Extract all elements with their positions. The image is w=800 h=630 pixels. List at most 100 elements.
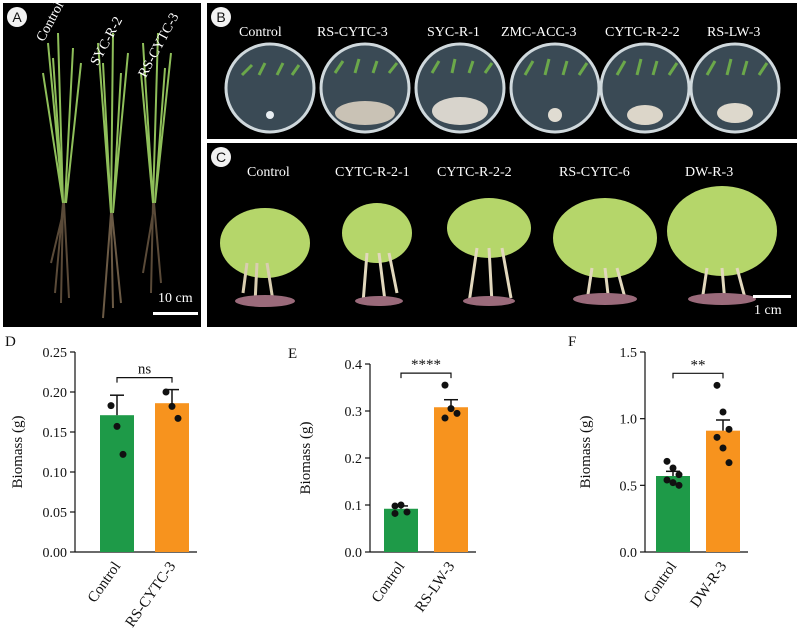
chart-f-y-tick-label: 1.0 — [620, 413, 638, 428]
chart-d-data-point — [119, 450, 127, 458]
chart-f-data-point — [675, 471, 683, 479]
petri-dish-cytc-r-2-2 — [599, 42, 691, 134]
panel-b-label-rs-cytc-3: RS-CYTC-3 — [317, 25, 388, 40]
panel-a-scale-label: 10 cm — [158, 291, 193, 306]
chart-d-data-point — [162, 388, 170, 396]
chart-f-data-point — [713, 381, 721, 389]
plant-rs-cytc-3 — [140, 32, 172, 204]
chart-e-letter: E — [288, 346, 297, 362]
panel-c-photo: C Control CYTC-R-2-1 CYTC-R-2-2 RS-CYTC-… — [207, 143, 797, 327]
panel-b-photo: B Control RS-CYTC-3 SYC-R-1 ZMC-ACC-3 CY… — [207, 3, 797, 139]
panel-b-label-syc-r-1: SYC-R-1 — [427, 25, 480, 40]
chart-f-data-point — [719, 444, 727, 452]
chart-f-y-tick-label: 0.0 — [620, 546, 638, 561]
roots-rs-cytc-3 — [142, 202, 162, 294]
chart-f-bar — [656, 476, 690, 552]
panel-a-letter: A — [7, 7, 27, 27]
petri-dish-zmc-acc-3 — [509, 42, 601, 134]
chart-f-x-tick-label: Control — [641, 559, 680, 606]
chart-e-y-axis-label: Biomass (g) — [298, 422, 314, 495]
chart-e-data-point — [441, 414, 449, 422]
seedling-rs-cytc-6 — [553, 198, 657, 305]
chart-e-data-point — [441, 381, 449, 389]
chart-f-data-point — [725, 459, 733, 467]
chart-e-significance-bracket — [400, 372, 452, 379]
chart-e-x-tick-label: Control — [369, 559, 408, 606]
chart-d-y-tick-label: 0.25 — [43, 346, 68, 361]
panel-b-letter: B — [211, 7, 231, 27]
chart-d-x-tick-label: Control — [85, 559, 124, 606]
panel-c-label-rs-cytc-6: RS-CYTC-6 — [559, 165, 630, 180]
chart-d-y-tick-label: 0.20 — [43, 386, 68, 401]
chart-f-data-point — [675, 481, 683, 489]
chart-e-bar — [434, 407, 468, 552]
panel-a-photo: A Control SYC-R-2 RS-CYTC-3 10 cm — [3, 3, 201, 327]
chart-d-y-tick-label: 0.00 — [43, 546, 68, 561]
panel-b-label-control: Control — [239, 25, 282, 40]
panel-b-label-rs-lw-3: RS-LW-3 — [707, 25, 761, 40]
roots-syc-r-2 — [102, 212, 122, 319]
chart-d-significance-label: ns — [138, 362, 152, 378]
chart-f-data-point — [669, 479, 677, 487]
panel-c-label-cytc-r-2-2: CYTC-R-2-2 — [437, 165, 512, 180]
chart-d-y-tick-label: 0.05 — [43, 506, 68, 521]
chart-d-bar — [100, 415, 134, 552]
chart-e-data-point — [397, 501, 405, 509]
roots-control — [50, 202, 70, 304]
petri-dish-syc-r-1 — [414, 42, 506, 134]
plant-syc-r-2 — [97, 32, 129, 214]
chart-e-bar — [384, 508, 418, 552]
chart-e-y-tick-label: 0.0 — [345, 546, 363, 561]
chart-f-y-tick-label: 0.5 — [620, 479, 638, 494]
panel-b-label-cytc-r-2-2: CYTC-R-2-2 — [605, 25, 680, 40]
panel-c-scale-label: 1 cm — [754, 303, 782, 318]
chart-f-data-point — [719, 408, 727, 416]
chart-e-significance-label: **** — [411, 357, 441, 373]
seedling-cytc-r-2-2 — [447, 198, 531, 306]
petri-dish-control — [224, 42, 316, 134]
chart-d-data-point — [107, 402, 115, 410]
panel-a-plants — [42, 32, 172, 319]
biomass-charts: D 0.00 0.05 0.10 0.15 0.20 0.25 Biomass (g) Cont… — [5, 334, 748, 630]
chart-f-y-axis-label: Biomass (g) — [578, 416, 594, 489]
chart-f-letter: F — [568, 334, 576, 350]
seedling-control — [220, 208, 310, 307]
panel-c-label-control: Control — [247, 165, 290, 180]
seedling-cytc-r-2-1 — [342, 203, 412, 306]
panel-c-label-cytc-r-2-1: CYTC-R-2-1 — [335, 165, 410, 180]
seedling-dw-r-3 — [667, 186, 777, 305]
chart-f-data-point — [663, 457, 671, 465]
petri-dish-rs-lw-3 — [689, 42, 781, 134]
chart-d-data-point — [113, 422, 121, 430]
chart-d-bar — [155, 403, 189, 552]
chart-e-y-tick-label: 0.2 — [345, 452, 363, 467]
panel-c-letter: C — [211, 147, 231, 167]
chart-e-data-point — [403, 508, 411, 516]
panel-c-label-dw-r-3: DW-R-3 — [685, 165, 734, 180]
chart-e-y-tick-label: 0.1 — [345, 499, 363, 514]
chart-d-x-tick-label: RS-CYTC-3 — [123, 559, 180, 630]
chart-d-y-axis-label: Biomass (g) — [10, 416, 26, 489]
plant-control — [42, 32, 82, 204]
chart-f-significance-label: ** — [691, 357, 706, 373]
petri-dish-rs-cytc-3 — [319, 42, 411, 134]
chart-e-data-point — [391, 502, 399, 510]
panel-b-dishes — [224, 42, 781, 134]
chart-e-data-point — [453, 409, 461, 417]
chart-f-data-point — [713, 433, 721, 441]
chart-d-significance-bracket — [116, 377, 173, 383]
chart-f-data-point — [669, 464, 677, 472]
panel-b-label-zmc-acc-3: ZMC-ACC-3 — [501, 25, 577, 40]
chart-f-y-tick-label: 1.5 — [620, 346, 638, 361]
chart-d-data-point — [174, 414, 182, 422]
chart-e-data-point — [447, 405, 455, 413]
panel-a-scale-bar — [153, 312, 198, 315]
panel-c-scale-bar — [753, 295, 791, 298]
chart-f-x-tick-label: DW-R-3 — [688, 559, 731, 611]
chart-d-letter: D — [5, 334, 16, 350]
chart-f-significance-bracket — [672, 372, 724, 379]
chart-e-y-tick-label: 0.3 — [345, 405, 363, 420]
chart-e-data-point — [391, 509, 399, 517]
chart-d-data-point — [168, 402, 176, 410]
chart-f-data-point — [663, 476, 671, 484]
